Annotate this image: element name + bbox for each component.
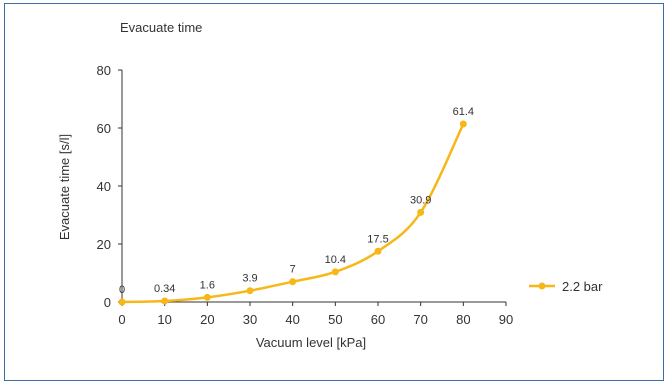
data-point [246, 287, 254, 295]
x-tick-label: 20 [200, 312, 214, 327]
legend-swatch-marker [538, 282, 546, 290]
y-tick-label: 0 [104, 295, 111, 310]
x-tick-label: 10 [157, 312, 171, 327]
y-tick-label: 20 [97, 237, 111, 252]
x-tick-label: 0 [118, 312, 125, 327]
data-point [459, 120, 467, 128]
data-label: 3.9 [242, 273, 257, 285]
data-point [417, 208, 425, 216]
x-tick-label: 60 [371, 312, 385, 327]
x-tick-label: 50 [328, 312, 342, 327]
y-tick-label: 80 [97, 63, 111, 78]
data-point [161, 297, 169, 305]
series-layer: 0 0.34 1.6 3.9 7 10.4 17.5 30.9 61.4 [118, 106, 474, 306]
data-point [374, 247, 382, 255]
x-tick-label: 90 [499, 312, 513, 327]
legend: 2.2 bar [529, 279, 603, 294]
data-point [118, 298, 126, 306]
x-tick-label: 30 [243, 312, 257, 327]
data-point [203, 293, 211, 301]
x-axis-label: Vacuum level [kPa] [256, 335, 366, 350]
x-tick-label: 70 [413, 312, 427, 327]
data-label: 0.34 [154, 283, 175, 295]
x-tick-label: 40 [285, 312, 299, 327]
data-label: 61.4 [453, 106, 474, 118]
data-label: 7 [290, 264, 296, 276]
data-label: 10.4 [325, 254, 346, 266]
data-label: 0 [119, 284, 125, 296]
y-tick-label: 60 [97, 121, 111, 136]
y-tick-label: 40 [97, 179, 111, 194]
chart-frame [4, 3, 664, 381]
x-tick-label: 80 [456, 312, 470, 327]
chart-title: Evacuate time [120, 20, 203, 35]
legend-label: 2.2 bar [562, 279, 603, 294]
data-point [331, 268, 339, 276]
data-point [289, 278, 297, 286]
data-label: 30.9 [410, 194, 431, 206]
data-label: 17.5 [367, 233, 388, 245]
y-axis-label: Evacuate time [s/l] [57, 134, 72, 240]
data-label: 1.6 [200, 279, 215, 291]
